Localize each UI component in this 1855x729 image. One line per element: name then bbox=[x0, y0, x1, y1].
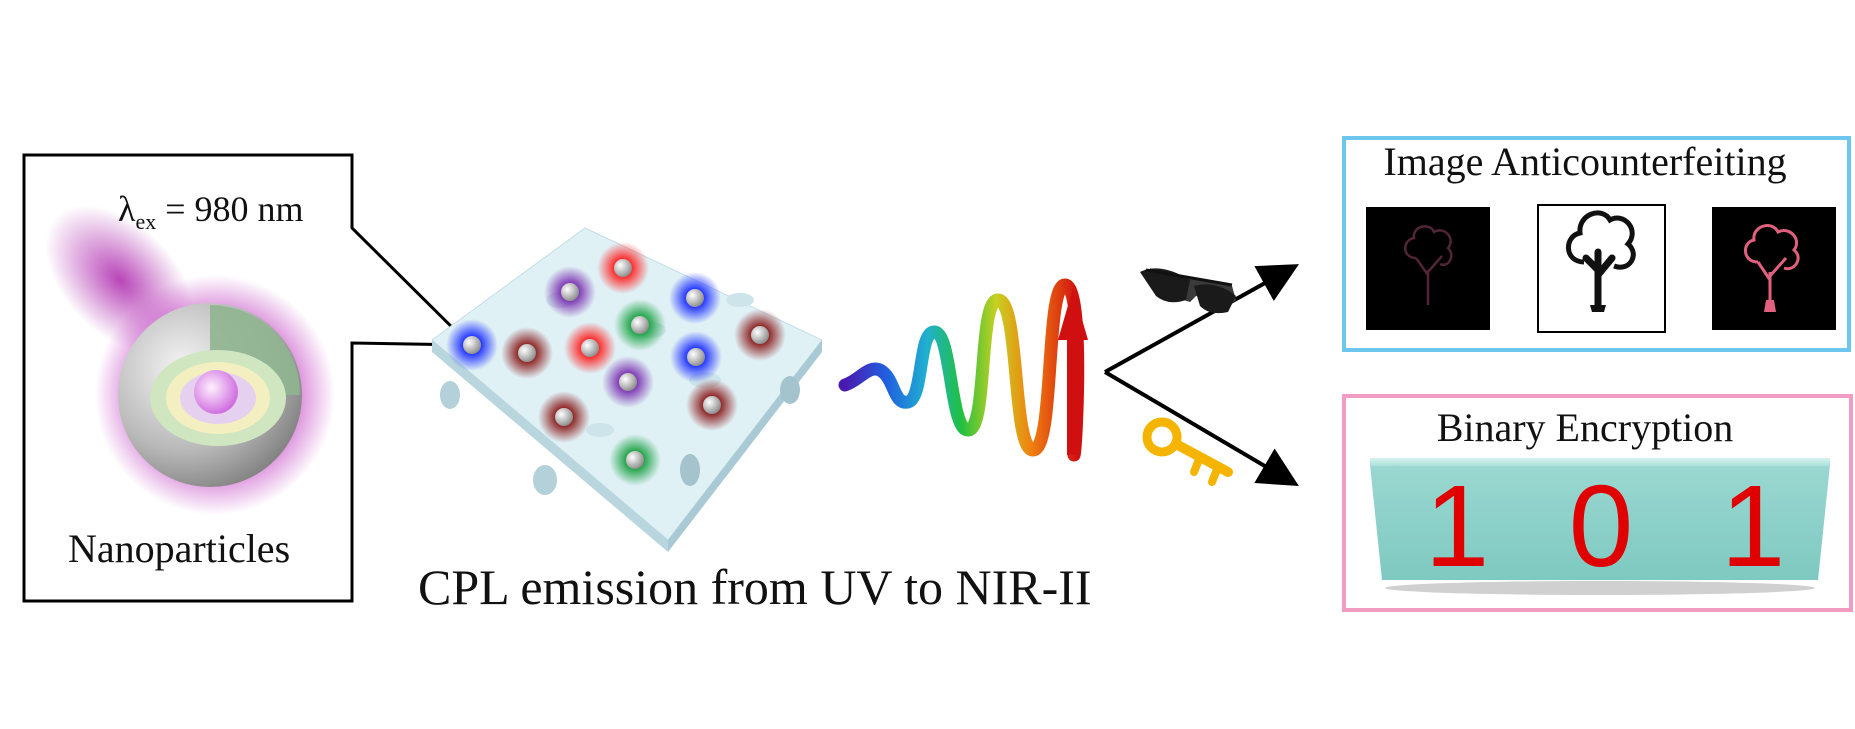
nanoparticle-panel bbox=[22, 153, 474, 603]
nanoparticle-dot bbox=[614, 299, 666, 351]
binary-encryption-panel bbox=[1342, 394, 1853, 612]
tree-icon bbox=[1537, 204, 1666, 333]
nanoparticle-dot bbox=[609, 434, 661, 486]
binary-encryption-title: Binary Encryption bbox=[1436, 405, 1734, 450]
cpl-emission-label: CPL emission from UV to NIR-II bbox=[418, 559, 1092, 615]
excitation-wavelength-label: λex = 980 nm bbox=[118, 189, 304, 235]
cpl-wave-icon bbox=[838, 278, 1088, 462]
nanoparticles-label: Nanoparticles bbox=[68, 526, 291, 571]
nanoparticle-dot bbox=[597, 242, 649, 294]
binary-digit: 0 bbox=[1568, 461, 1634, 591]
porous-film bbox=[431, 227, 823, 552]
binary-digit: 1 bbox=[1720, 461, 1786, 591]
nanoparticle-dot bbox=[538, 391, 590, 443]
nanoparticle-dot bbox=[670, 331, 722, 383]
nanoparticle-dot bbox=[734, 309, 786, 361]
core-shell-nanoparticle-icon bbox=[118, 303, 302, 487]
nanoparticle-dot bbox=[686, 379, 738, 431]
bright-luminescence-image bbox=[1712, 207, 1836, 330]
nanoparticle-dot bbox=[669, 272, 721, 324]
encryption-block bbox=[1370, 465, 1830, 580]
nanoparticle-dot bbox=[564, 322, 616, 374]
binary-digit: 1 bbox=[1424, 461, 1490, 591]
nanoparticle-dot bbox=[446, 319, 498, 371]
image-anticounterfeiting-title: Image Anticounterfeiting bbox=[1383, 139, 1787, 184]
image-anticounterfeiting-panel bbox=[1342, 136, 1851, 352]
arrow-down bbox=[1103, 370, 1299, 487]
branch-arrows bbox=[1103, 264, 1299, 487]
dim-luminescence-image bbox=[1366, 207, 1490, 330]
glasses-icon bbox=[1140, 268, 1236, 314]
nanoparticle-dot bbox=[544, 266, 596, 318]
arrow-up bbox=[1104, 264, 1299, 374]
key-icon bbox=[1142, 417, 1233, 486]
nanoparticle-dot bbox=[602, 356, 654, 408]
nanoparticle-dot bbox=[501, 327, 553, 379]
